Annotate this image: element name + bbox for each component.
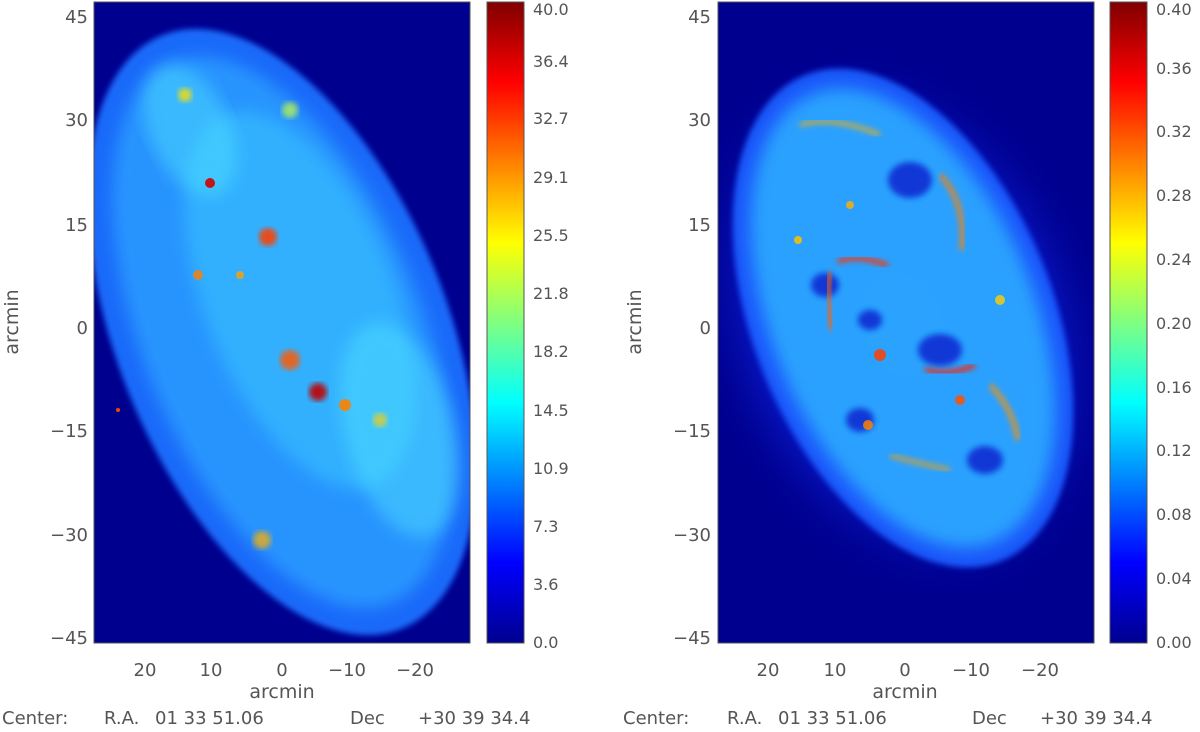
y-tick-label: 15 [65, 215, 88, 236]
x-axis-label: arcmin [872, 681, 937, 703]
x-axis-left: 20 10 0 −10 −20 arcmin [134, 660, 434, 703]
colorbar-scale-right [1109, 1, 1148, 644]
heatmap-left [93, 1, 471, 644]
center-label: Center: [623, 708, 689, 729]
ra-value: 01 33 51.06 [778, 708, 887, 729]
colorbar-tick-label: 0.12 [1156, 441, 1192, 460]
colorbar-tick-label: 0.16 [1156, 378, 1192, 397]
colorbar-tick-label: 29.1 [533, 168, 569, 187]
colorbar-tick-label: 0.20 [1156, 314, 1192, 333]
y-tick-label: −15 [673, 421, 711, 442]
x-tick-label: 10 [200, 660, 223, 681]
ra-label: R.A. [104, 708, 139, 729]
hotspots-left [116, 88, 387, 549]
x-tick-label: −10 [952, 660, 990, 681]
colorbar-tick-label: 0.24 [1156, 250, 1192, 269]
colorbar-tick-label: 0.00 [1156, 633, 1192, 652]
galaxy-image-right [718, 44, 1094, 606]
colorbar-tick-label: 0.04 [1156, 569, 1192, 588]
y-axis-label: arcmin [624, 289, 646, 354]
x-tick-label: 20 [757, 660, 780, 681]
colorbar-tick-label: 14.5 [533, 401, 569, 420]
colorbar-tick-label: 0.32 [1156, 122, 1192, 141]
hotspots-right [794, 119, 1021, 472]
colorbar-tick-label: 21.8 [533, 284, 569, 303]
y-tick-label: −30 [50, 525, 88, 546]
x-tick-label: 10 [824, 660, 847, 681]
ra-label: R.A. [727, 708, 762, 729]
colorbar-tick-label: 18.2 [533, 342, 569, 361]
x-tick-label: −10 [328, 660, 366, 681]
y-tick-label: 45 [688, 7, 711, 28]
x-tick-label: −20 [396, 660, 434, 681]
y-tick-label: 15 [688, 215, 711, 236]
y-axis-right: 45 30 15 0 −15 −30 −45 arcmin [624, 7, 711, 649]
dec-label: Dec [972, 708, 1007, 729]
colorbar-tick-label: 0.40 [1156, 0, 1192, 19]
y-axis-label: arcmin [1, 289, 23, 354]
ra-value: 01 33 51.06 [155, 708, 264, 729]
dec-value: +30 39 34.4 [1040, 708, 1152, 729]
y-tick-label: −45 [50, 628, 88, 649]
colorbar-tick-label: 0.36 [1156, 59, 1192, 78]
x-tick-label: −20 [1021, 660, 1059, 681]
colorbar-tick-label: 7.3 [533, 517, 558, 536]
x-tick-label: 20 [134, 660, 157, 681]
x-axis-right: 20 10 0 −10 −20 arcmin [757, 660, 1059, 703]
y-tick-label: 30 [65, 110, 88, 131]
plot-frame-right [717, 1, 1095, 644]
center-coordinates-left: Center: R.A. 01 33 51.06 Dec +30 39 34.4 [2, 708, 530, 729]
center-label: Center: [2, 708, 68, 729]
plot-frame-left [93, 1, 471, 644]
dec-label: Dec [350, 708, 385, 729]
colorbar-tick-label: 10.9 [533, 459, 569, 478]
y-tick-label: −30 [673, 525, 711, 546]
colorbar-right: 0.40 0.36 0.32 0.28 0.24 0.20 0.16 0.12 … [1109, 0, 1192, 652]
center-coordinates-right: Center: R.A. 01 33 51.06 Dec +30 39 34.4 [623, 708, 1152, 729]
colorbar-tick-label: 40.0 [533, 0, 569, 19]
colorbar-left: 40.0 36.4 32.7 29.1 25.5 21.8 18.2 14.5 … [486, 0, 569, 652]
y-tick-label: −15 [50, 421, 88, 442]
x-tick-label: 0 [276, 660, 287, 681]
panel-left: 45 30 15 0 −15 −30 −45 arcmin 20 10 0 −1… [1, 0, 569, 729]
x-tick-label: 0 [899, 660, 910, 681]
panel-right: 45 30 15 0 −15 −30 −45 arcmin 20 10 0 −1… [623, 0, 1192, 729]
y-axis-left: 45 30 15 0 −15 −30 −45 arcmin [1, 7, 88, 649]
x-axis-label: arcmin [249, 681, 314, 703]
galaxy-image-left [94, 28, 470, 636]
colorbar-tick-label: 32.7 [533, 109, 569, 128]
colorbar-scale-left [486, 1, 525, 644]
y-tick-label: 0 [77, 318, 88, 339]
colorbar-tick-label: 0.0 [533, 633, 558, 652]
colorbar-tick-label: 25.5 [533, 226, 569, 245]
colorbar-tick-label: 36.4 [533, 52, 569, 71]
y-tick-label: 0 [700, 318, 711, 339]
y-tick-label: 30 [688, 110, 711, 131]
dec-value: +30 39 34.4 [418, 708, 530, 729]
y-tick-label: −45 [673, 628, 711, 649]
heatmap-right [717, 1, 1095, 644]
y-tick-label: 45 [65, 7, 88, 28]
colorbar-tick-label: 3.6 [533, 575, 558, 594]
colorbar-tick-label: 0.08 [1156, 505, 1192, 524]
colorbar-tick-label: 0.28 [1156, 186, 1192, 205]
